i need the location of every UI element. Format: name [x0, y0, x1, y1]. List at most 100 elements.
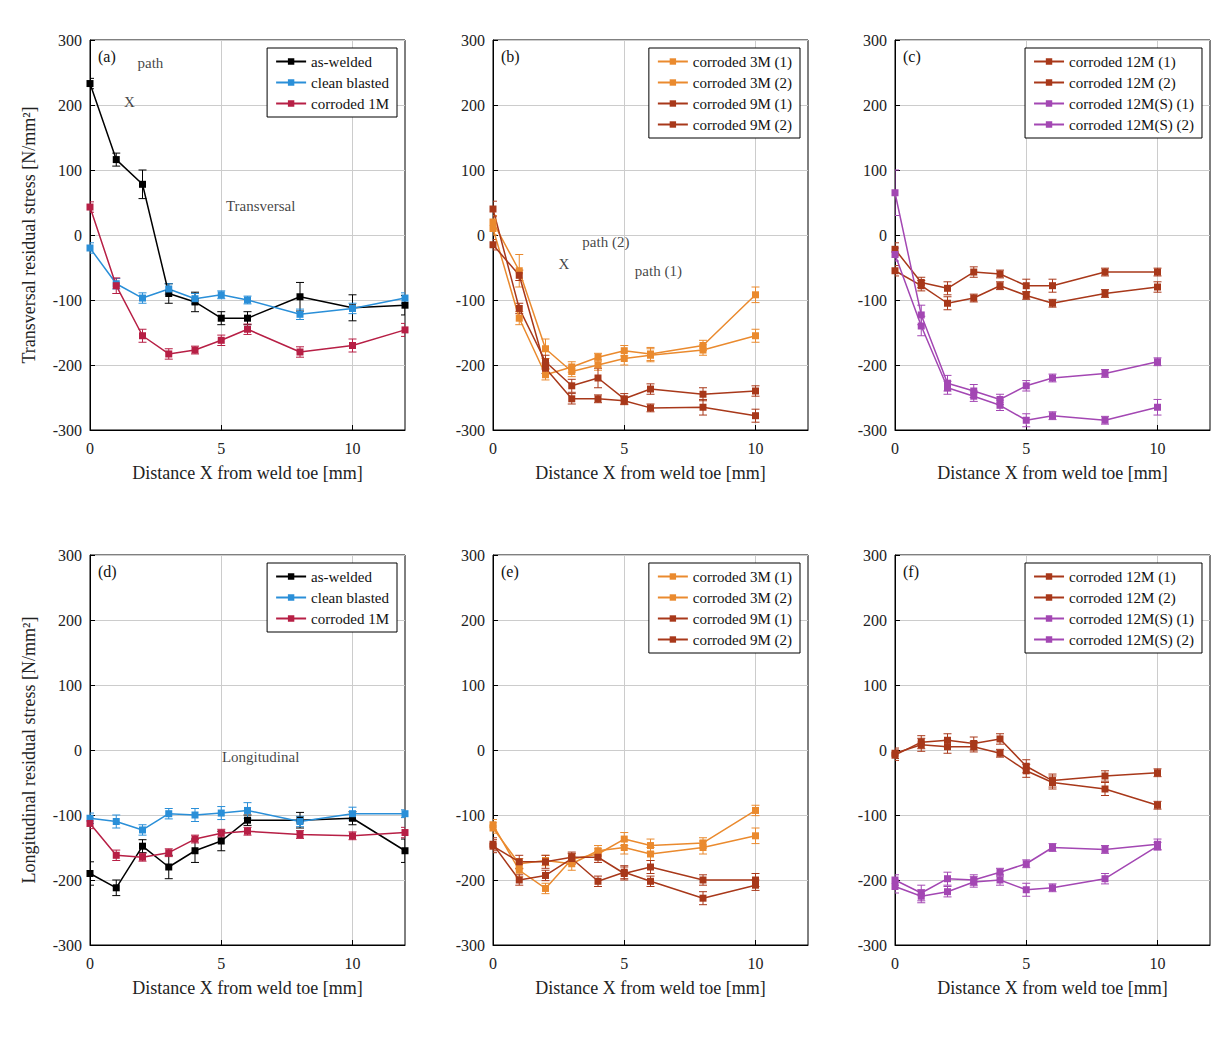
svg-text:X: X [558, 256, 569, 272]
svg-text:corroded 12M (2): corroded 12M (2) [1069, 590, 1176, 607]
svg-text:5: 5 [620, 440, 628, 457]
svg-text:0: 0 [489, 955, 497, 972]
svg-text:corroded 1M: corroded 1M [311, 611, 389, 627]
svg-text:(d): (d) [98, 563, 117, 581]
svg-text:5: 5 [1022, 440, 1030, 457]
svg-text:-100: -100 [53, 807, 82, 824]
svg-text:Distance X from weld toe [mm]: Distance X from weld toe [mm] [132, 463, 362, 483]
svg-text:corroded 3M (2): corroded 3M (2) [693, 590, 792, 607]
svg-text:corroded 9M (1): corroded 9M (1) [693, 96, 792, 113]
svg-text:corroded 3M (1): corroded 3M (1) [693, 54, 792, 71]
svg-text:200: 200 [863, 612, 887, 629]
svg-text:100: 100 [58, 677, 82, 694]
svg-text:(e): (e) [501, 563, 519, 581]
svg-text:-100: -100 [858, 292, 887, 309]
svg-text:-100: -100 [456, 292, 485, 309]
svg-text:-300: -300 [53, 937, 82, 954]
svg-text:corroded 9M (2): corroded 9M (2) [693, 632, 792, 649]
svg-text:300: 300 [461, 547, 485, 564]
svg-text:0: 0 [86, 440, 94, 457]
svg-text:Distance X from weld toe [mm]: Distance X from weld toe [mm] [132, 978, 362, 998]
svg-text:0: 0 [86, 955, 94, 972]
svg-text:0: 0 [74, 742, 82, 759]
svg-text:200: 200 [461, 97, 485, 114]
svg-text:as-welded: as-welded [311, 569, 372, 585]
svg-text:100: 100 [863, 162, 887, 179]
svg-text:corroded 1M: corroded 1M [311, 96, 389, 112]
svg-text:0: 0 [74, 227, 82, 244]
svg-text:corroded 12M (1): corroded 12M (1) [1069, 54, 1176, 71]
svg-text:-200: -200 [53, 872, 82, 889]
svg-text:-200: -200 [53, 357, 82, 374]
svg-text:10: 10 [748, 955, 764, 972]
svg-text:-100: -100 [858, 807, 887, 824]
svg-text:clean blasted: clean blasted [311, 590, 389, 606]
svg-text:-300: -300 [456, 422, 485, 439]
svg-text:100: 100 [461, 677, 485, 694]
svg-text:0: 0 [891, 440, 899, 457]
svg-text:10: 10 [1150, 955, 1166, 972]
svg-text:path (2): path (2) [582, 234, 629, 251]
svg-text:(a): (a) [98, 48, 116, 66]
svg-text:10: 10 [345, 955, 361, 972]
svg-text:100: 100 [58, 162, 82, 179]
svg-text:0: 0 [879, 742, 887, 759]
svg-text:(b): (b) [501, 48, 520, 66]
svg-text:0: 0 [477, 742, 485, 759]
svg-text:300: 300 [863, 32, 887, 49]
svg-text:200: 200 [58, 612, 82, 629]
svg-text:-100: -100 [53, 292, 82, 309]
svg-text:5: 5 [217, 955, 225, 972]
svg-text:-300: -300 [53, 422, 82, 439]
svg-text:300: 300 [58, 32, 82, 49]
svg-text:corroded 12M(S) (1): corroded 12M(S) (1) [1069, 96, 1194, 113]
svg-text:clean blasted: clean blasted [311, 75, 389, 91]
svg-text:300: 300 [58, 547, 82, 564]
svg-text:200: 200 [58, 97, 82, 114]
svg-text:Transversal residual stress [N: Transversal residual stress [N/mm²] [19, 106, 39, 363]
svg-text:corroded 12M(S) (1): corroded 12M(S) (1) [1069, 611, 1194, 628]
svg-text:-300: -300 [456, 937, 485, 954]
svg-text:0: 0 [489, 440, 497, 457]
svg-text:300: 300 [461, 32, 485, 49]
svg-text:200: 200 [461, 612, 485, 629]
svg-text:0: 0 [879, 227, 887, 244]
svg-text:5: 5 [1022, 955, 1030, 972]
svg-text:-300: -300 [858, 937, 887, 954]
svg-text:-200: -200 [858, 357, 887, 374]
svg-text:10: 10 [748, 440, 764, 457]
svg-text:100: 100 [863, 677, 887, 694]
svg-text:corroded 12M(S) (2): corroded 12M(S) (2) [1069, 117, 1194, 134]
svg-text:Longitudinal residual stress [: Longitudinal residual stress [N/mm²] [19, 617, 39, 884]
svg-text:100: 100 [461, 162, 485, 179]
svg-text:Longitudinal: Longitudinal [222, 749, 300, 765]
svg-text:10: 10 [1150, 440, 1166, 457]
svg-text:(c): (c) [903, 48, 921, 66]
svg-text:-200: -200 [456, 872, 485, 889]
svg-text:path (1): path (1) [635, 263, 682, 280]
svg-text:Transversal: Transversal [226, 198, 295, 214]
svg-text:as-welded: as-welded [311, 54, 372, 70]
svg-text:corroded 9M (2): corroded 9M (2) [693, 117, 792, 134]
svg-text:corroded 9M (1): corroded 9M (1) [693, 611, 792, 628]
svg-text:0: 0 [477, 227, 485, 244]
svg-text:corroded 3M (1): corroded 3M (1) [693, 569, 792, 586]
svg-text:5: 5 [620, 955, 628, 972]
svg-text:corroded 12M(S) (2): corroded 12M(S) (2) [1069, 632, 1194, 649]
svg-text:corroded 3M (2): corroded 3M (2) [693, 75, 792, 92]
svg-text:X: X [124, 94, 135, 110]
svg-text:Distance X from weld toe [mm]: Distance X from weld toe [mm] [535, 463, 765, 483]
svg-text:Distance X from weld toe [mm]: Distance X from weld toe [mm] [937, 463, 1167, 483]
svg-text:Distance X from weld toe [mm]: Distance X from weld toe [mm] [937, 978, 1167, 998]
svg-text:10: 10 [345, 440, 361, 457]
svg-text:300: 300 [863, 547, 887, 564]
svg-text:-300: -300 [858, 422, 887, 439]
svg-text:path: path [137, 55, 163, 71]
svg-text:Distance X from weld toe [mm]: Distance X from weld toe [mm] [535, 978, 765, 998]
svg-text:-100: -100 [456, 807, 485, 824]
svg-text:(f): (f) [903, 563, 919, 581]
svg-text:corroded 12M (1): corroded 12M (1) [1069, 569, 1176, 586]
svg-text:200: 200 [863, 97, 887, 114]
svg-text:5: 5 [217, 440, 225, 457]
svg-text:0: 0 [891, 955, 899, 972]
